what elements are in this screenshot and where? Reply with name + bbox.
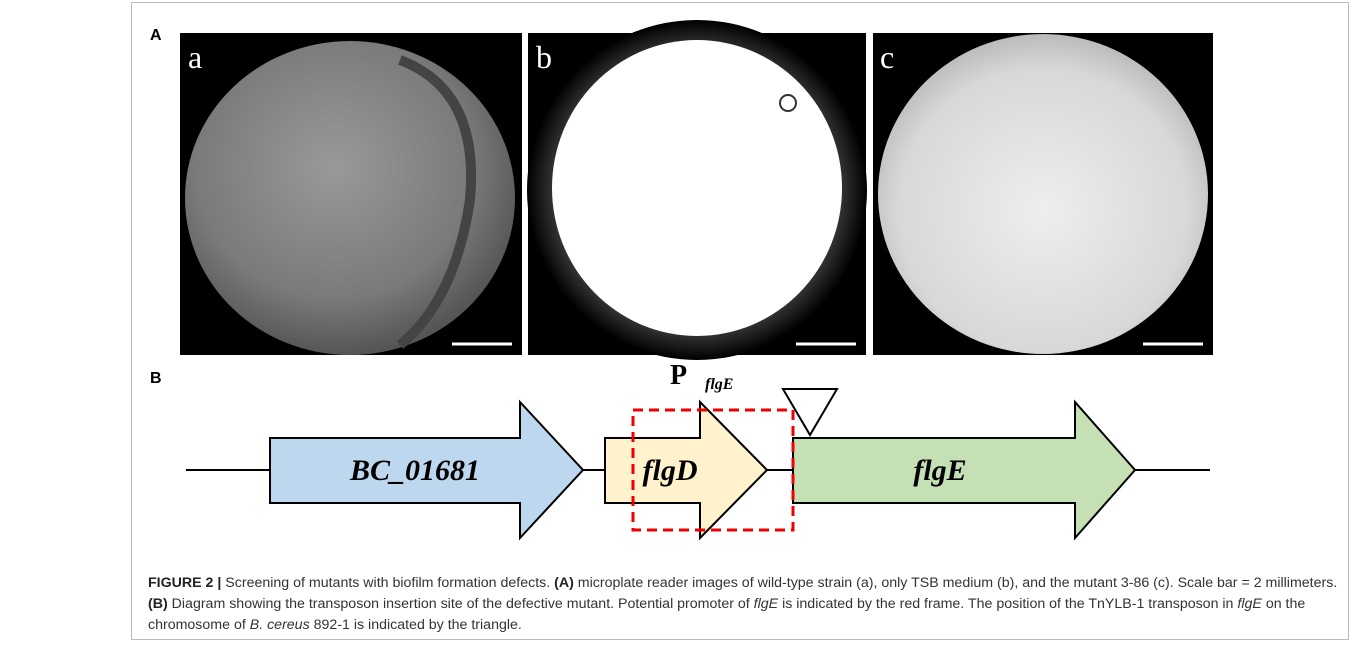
image-label: a [188, 39, 202, 75]
caption-text: microplate reader images of wild-type st… [578, 575, 1337, 591]
caption-text: Screening of mutants with biofilm format… [225, 575, 550, 591]
caption-text: is indicated by the red frame. The posit… [782, 596, 1233, 612]
insertion-triangle [783, 389, 837, 435]
well [552, 40, 842, 336]
figure: A a b c B BC_01681 flgD flgE P flgE [0, 0, 1358, 662]
gene-name: BC_01681 [349, 454, 480, 487]
caption-gene: flgE [754, 596, 778, 612]
caption: FIGURE 2 | Screening of mutants with bio… [148, 573, 1343, 636]
caption-gene: flgE [1237, 596, 1261, 612]
gene-name: flgD [643, 454, 698, 487]
promoter-label: P [670, 360, 687, 391]
caption-panel: (A) [554, 575, 574, 591]
caption-text: 892-1 is indicated by the triangle. [314, 617, 522, 633]
caption-text: Diagram showing the transposon insertion… [172, 596, 750, 612]
image-label: c [880, 39, 894, 75]
caption-species: B. cereus [250, 617, 310, 633]
gene-name: flgE [913, 454, 966, 487]
page: A a b c B BC_01681 flgD flgE P flgE FIGU… [0, 0, 1358, 662]
promoter-subscript: flgE [705, 376, 733, 393]
well [878, 34, 1208, 354]
panel-label: B [150, 370, 162, 387]
caption-figure: FIGURE 2 | [148, 575, 221, 591]
caption-panel: (B) [148, 596, 168, 612]
panel-label: A [150, 27, 162, 44]
image-label: b [536, 39, 552, 75]
